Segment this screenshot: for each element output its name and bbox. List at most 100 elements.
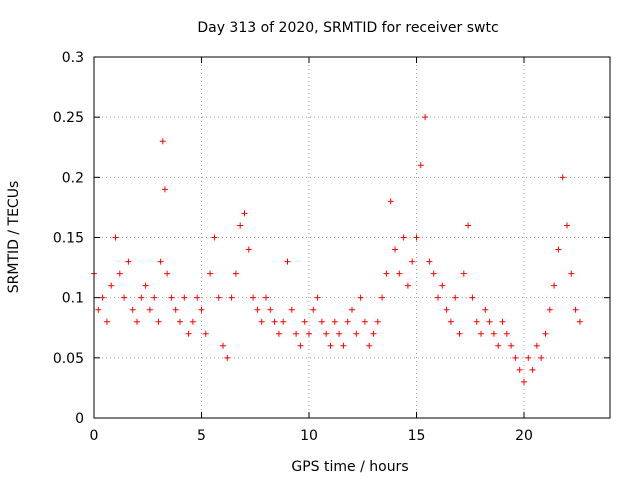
- data-point: [157, 258, 164, 265]
- data-point: [512, 354, 519, 361]
- data-point: [245, 246, 252, 253]
- data-point: [344, 318, 351, 325]
- y-tick-label: 0: [75, 411, 84, 427]
- data-point: [361, 318, 368, 325]
- data-point: [177, 318, 183, 325]
- data-point: [284, 258, 291, 265]
- data-point: [533, 342, 540, 349]
- data-point: [151, 294, 158, 301]
- data-point: [396, 270, 403, 277]
- plot-frame: [93, 56, 611, 419]
- data-point: [215, 294, 222, 301]
- data-point: [357, 294, 364, 301]
- data-point: [349, 306, 355, 313]
- data-point: [99, 294, 106, 301]
- data-point: [460, 270, 467, 277]
- data-point: [142, 282, 149, 289]
- data-point: [340, 342, 347, 349]
- data-point: [379, 294, 386, 301]
- data-point: [452, 294, 459, 301]
- data-point: [516, 366, 523, 373]
- data-point: [280, 318, 287, 325]
- data-point: [314, 294, 321, 301]
- data-point: [95, 306, 102, 313]
- data-point: [207, 270, 214, 277]
- data-point: [353, 330, 360, 337]
- data-point: [435, 294, 441, 301]
- data-point: [331, 318, 338, 325]
- data-point: [370, 330, 377, 337]
- y-tick-label: 0.05: [53, 351, 84, 367]
- data-point: [478, 330, 484, 337]
- data-point: [551, 282, 558, 289]
- data-point: [542, 330, 549, 337]
- data-point: [275, 330, 282, 337]
- data-point: [559, 174, 566, 181]
- data-point: [430, 270, 437, 277]
- data-point: [546, 306, 553, 313]
- y-tick-label: 0.2: [62, 170, 84, 186]
- data-point: [465, 222, 472, 229]
- data-point: [134, 318, 140, 325]
- data-point: [146, 306, 153, 313]
- y-tick-label: 0.15: [53, 231, 84, 247]
- data-point: [447, 318, 454, 325]
- data-point: [198, 306, 205, 313]
- y-axis-label: SRMTID / TECUs: [6, 181, 22, 294]
- data-point: [241, 210, 248, 217]
- data-point: [129, 306, 136, 313]
- data-point: [194, 294, 201, 301]
- data-point: [220, 342, 226, 349]
- data-point: [499, 318, 506, 325]
- data-point: [486, 318, 493, 325]
- data-point: [404, 282, 411, 289]
- data-point: [168, 294, 175, 301]
- data-point: [112, 234, 119, 241]
- data-point: [224, 354, 231, 361]
- data-points: [91, 114, 583, 385]
- data-point: [254, 306, 261, 313]
- data-point: [293, 330, 300, 337]
- data-point: [568, 270, 575, 277]
- data-point: [473, 318, 480, 325]
- data-point: [237, 222, 244, 229]
- data-point: [555, 246, 562, 253]
- data-point: [323, 330, 330, 337]
- y-tick-label: 0.25: [53, 110, 84, 126]
- data-point: [538, 354, 545, 361]
- data-point: [125, 258, 132, 265]
- x-tick-label: 10: [300, 428, 318, 444]
- data-point: [258, 318, 265, 325]
- data-point: [161, 186, 168, 193]
- data-point: [159, 138, 166, 145]
- data-point: [301, 318, 308, 325]
- data-point: [503, 330, 510, 337]
- y-tick-label: 0.3: [62, 50, 84, 66]
- x-tick-label: 20: [515, 428, 533, 444]
- data-point: [374, 318, 381, 325]
- data-point: [525, 354, 532, 361]
- data-point: [327, 342, 334, 349]
- data-point: [409, 258, 416, 265]
- data-point: [495, 342, 502, 349]
- data-point: [108, 282, 115, 289]
- data-point: [310, 306, 317, 313]
- data-point: [383, 270, 390, 277]
- data-point: [387, 198, 394, 205]
- data-point: [318, 318, 325, 325]
- x-tick-label: 5: [197, 428, 206, 444]
- ticks: 0 5 10 15 20 0 0.05 0.1 0.15 0.2 0.25 0.3: [53, 50, 610, 444]
- data-point: [138, 294, 145, 301]
- data-point: [189, 318, 196, 325]
- data-point: [336, 330, 343, 337]
- data-point: [250, 294, 257, 301]
- data-point: [228, 294, 235, 301]
- data-point: [456, 330, 463, 337]
- data-point: [366, 342, 373, 349]
- data-point: [482, 306, 489, 313]
- data-point: [232, 270, 239, 277]
- data-point: [443, 306, 450, 313]
- data-point: [490, 330, 497, 337]
- data-point: [400, 234, 407, 241]
